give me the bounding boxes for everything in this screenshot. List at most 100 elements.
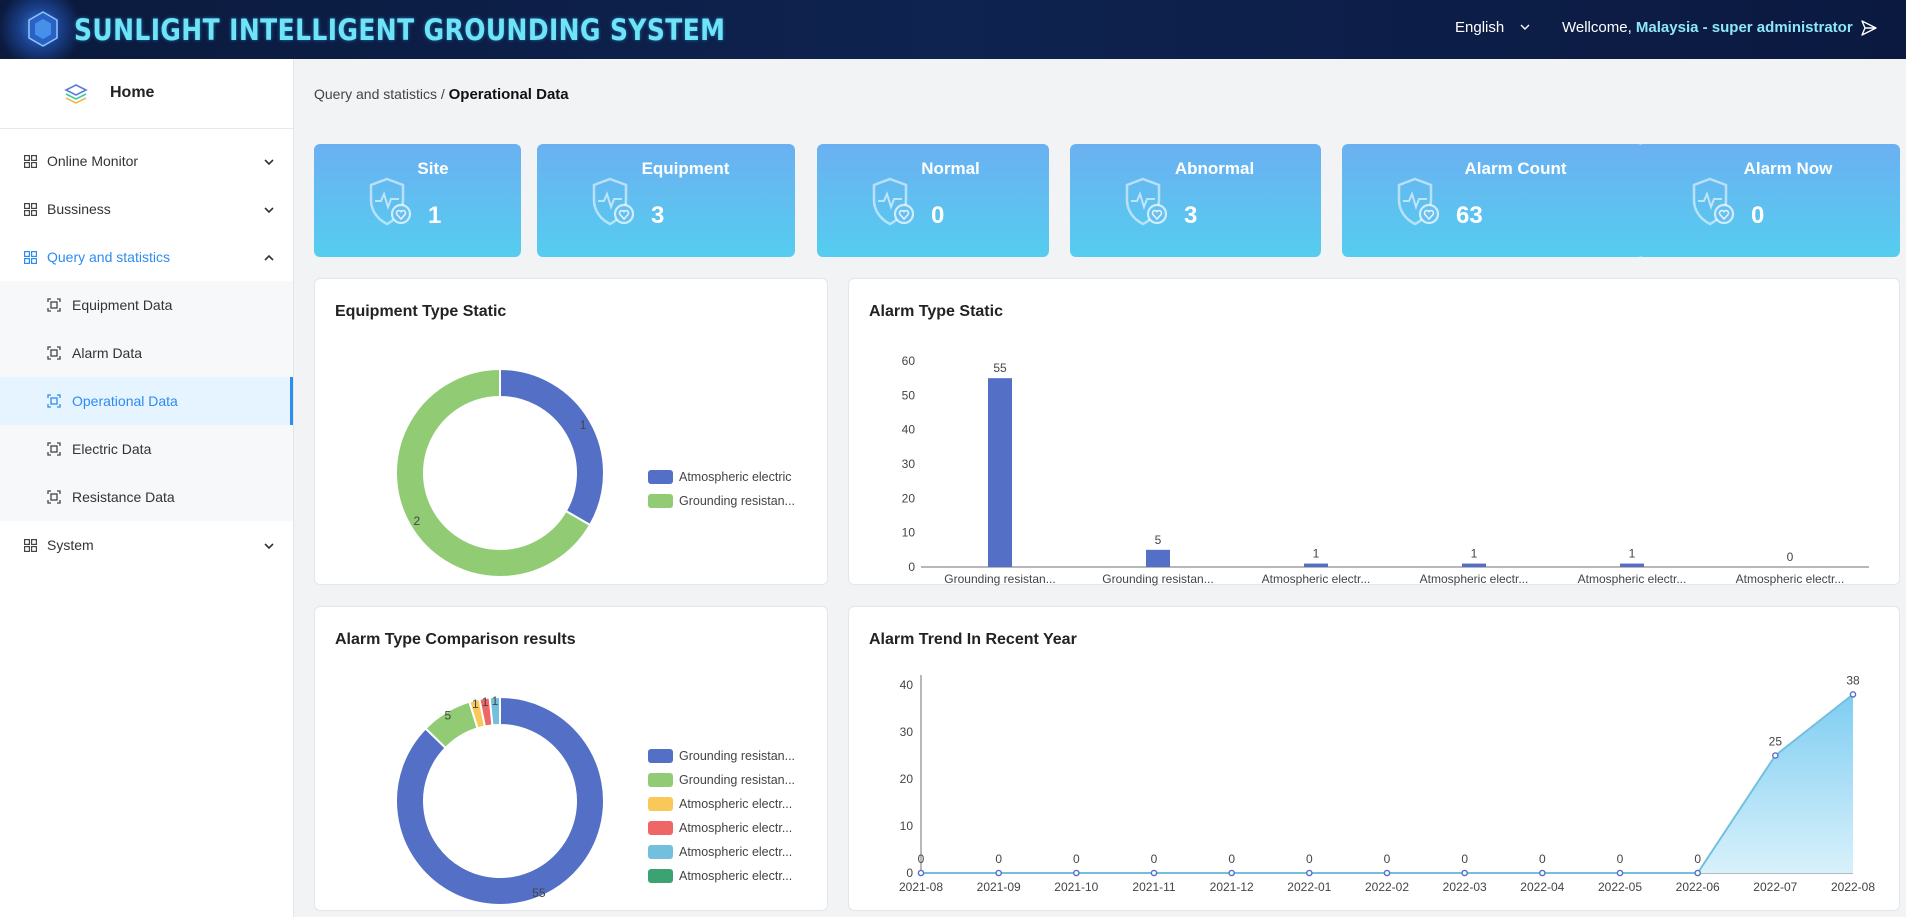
data-point[interactable] [1772, 752, 1779, 759]
sidebar-item-electric-data[interactable]: Electric Data [0, 425, 293, 473]
app-title: SUNLIGHT INTELLIGENT GROUNDING SYSTEM [74, 13, 726, 47]
legend-label[interactable]: Atmospheric electr... [679, 845, 792, 859]
legend-label[interactable]: Atmospheric electr... [679, 821, 792, 835]
point-value-label: 38 [1846, 673, 1860, 687]
shield-heart-icon [1125, 177, 1168, 226]
data-point[interactable] [1306, 869, 1313, 877]
legend-label[interactable]: Atmospheric electr... [679, 797, 792, 811]
legend-swatch[interactable] [648, 797, 673, 811]
x-tick-label: 2022-02 [1365, 880, 1409, 894]
stat-card-alarm-now[interactable]: Alarm Now 0 [1637, 144, 1900, 257]
stat-card-site[interactable]: Site 1 [314, 144, 521, 257]
data-point[interactable] [1539, 869, 1546, 877]
data-point[interactable] [917, 869, 925, 877]
y-tick-label: 60 [902, 354, 916, 368]
language-select[interactable]: English [1455, 19, 1505, 36]
layers-icon [64, 84, 88, 104]
sidebar-home[interactable]: Home [0, 59, 293, 129]
data-point[interactable] [995, 869, 1002, 877]
point-value-label: 0 [918, 852, 925, 866]
point-value-label: 0 [1539, 852, 1546, 866]
y-tick-label: 0 [908, 560, 915, 574]
bar-value-label: 5 [1155, 533, 1162, 547]
panel-title: Alarm Type Static [869, 303, 1003, 320]
logout-icon[interactable] [1860, 19, 1878, 37]
pie-slice[interactable] [395, 367, 592, 578]
stat-label: Normal [921, 159, 980, 178]
sidebar-item-equipment-data[interactable]: Equipment Data [0, 281, 293, 329]
panel-equipment-type: Equipment Type Static 1 2 Atmospheric elec… [314, 278, 828, 585]
data-point[interactable] [1383, 869, 1391, 877]
x-tick-label: Grounding resistan... [1102, 572, 1213, 586]
legend-swatch[interactable] [648, 845, 673, 859]
bar[interactable] [1462, 563, 1486, 567]
x-tick-label: 2022-08 [1831, 880, 1875, 894]
legend-label[interactable]: Grounding resistan... [679, 494, 795, 508]
scan-icon [47, 394, 61, 408]
stat-value: 3 [1184, 202, 1198, 229]
stat-card-equipment[interactable]: Equipment 3 [537, 144, 795, 257]
sidebar-item-bussiness[interactable]: Bussiness [0, 185, 293, 233]
legend-swatch[interactable] [648, 821, 673, 835]
pie-data-label: 55 [532, 886, 546, 900]
stat-card-normal[interactable]: Normal 0 [817, 144, 1049, 257]
data-point[interactable] [1694, 869, 1701, 877]
data-point[interactable] [1616, 869, 1624, 877]
x-tick-label: 2022-01 [1287, 880, 1331, 894]
sidebar-item-label: Alarm Data [72, 345, 143, 361]
point-value-label: 0 [1306, 852, 1313, 866]
x-tick-label: 2021-09 [977, 880, 1021, 894]
legend-swatch[interactable] [648, 470, 673, 484]
chevron-down-icon[interactable] [1519, 21, 1531, 33]
submenu-query-statistics: Equipment Data Alarm Data Operational Da… [0, 281, 293, 521]
pie-slice[interactable] [488, 695, 501, 727]
grid-icon [24, 203, 37, 216]
legend-label[interactable]: Atmospheric electric [679, 470, 792, 484]
breadcrumb-parent[interactable]: Query and statistics / [314, 86, 445, 102]
legend-label[interactable]: Grounding resistan... [679, 749, 795, 763]
legend-swatch[interactable] [648, 773, 673, 787]
bar[interactable] [1620, 563, 1644, 567]
bar-value-label: 1 [1629, 547, 1636, 561]
data-point[interactable] [1461, 869, 1468, 877]
x-tick-label: Atmospheric electr... [1262, 572, 1371, 586]
sidebar-item-alarm-data[interactable]: Alarm Data [0, 329, 293, 377]
bar-value-label: 1 [1471, 547, 1478, 561]
sidebar-item-operational-data[interactable]: Operational Data [0, 377, 293, 425]
legend-label[interactable]: Atmospheric electr... [679, 869, 792, 883]
y-tick-label: 0 [906, 866, 913, 880]
pie-data-label: 1 [492, 694, 499, 708]
stat-card-abnormal[interactable]: Abnormal 3 [1070, 144, 1321, 257]
pie-slice[interactable] [395, 695, 605, 906]
sidebar-item-system[interactable]: System [0, 521, 293, 569]
y-tick-label: 50 [902, 388, 916, 402]
sidebar-item-label: Online Monitor [47, 153, 139, 169]
bar[interactable] [1146, 549, 1170, 567]
legend-swatch[interactable] [648, 749, 673, 763]
bar[interactable] [1304, 563, 1328, 567]
point-value-label: 0 [1384, 852, 1391, 866]
sidebar-item-resistance-data[interactable]: Resistance Data [0, 473, 293, 521]
data-point[interactable] [1150, 869, 1158, 877]
data-point[interactable] [1849, 691, 1857, 698]
y-tick-label: 20 [902, 491, 916, 505]
sidebar-item-query-statistics[interactable]: Query and statistics [0, 233, 293, 281]
x-tick-label: 2021-10 [1054, 880, 1098, 894]
legend-swatch[interactable] [648, 494, 673, 508]
sidebar-item-label: Query and statistics [47, 249, 170, 265]
sidebar-item-online-monitor[interactable]: Online Monitor [0, 137, 293, 185]
point-value-label: 0 [1151, 852, 1158, 866]
point-value-label: 0 [1073, 852, 1080, 866]
legend-label[interactable]: Grounding resistan... [679, 773, 795, 787]
pie-slice[interactable] [499, 367, 605, 527]
data-point[interactable] [1073, 869, 1080, 877]
stat-card-alarm-count[interactable]: Alarm Count 63 [1342, 144, 1644, 257]
data-point[interactable] [1228, 869, 1235, 877]
panel-title: Alarm Type Comparison results [335, 631, 576, 648]
point-value-label: 25 [1769, 735, 1783, 749]
scan-icon [47, 442, 61, 456]
bar[interactable] [988, 378, 1012, 567]
legend-swatch[interactable] [648, 869, 673, 883]
equipment-type-chart: 1 2 Atmospheric electric Grounding resistan… [395, 367, 795, 578]
sidebar-item-label: Equipment Data [72, 297, 173, 313]
